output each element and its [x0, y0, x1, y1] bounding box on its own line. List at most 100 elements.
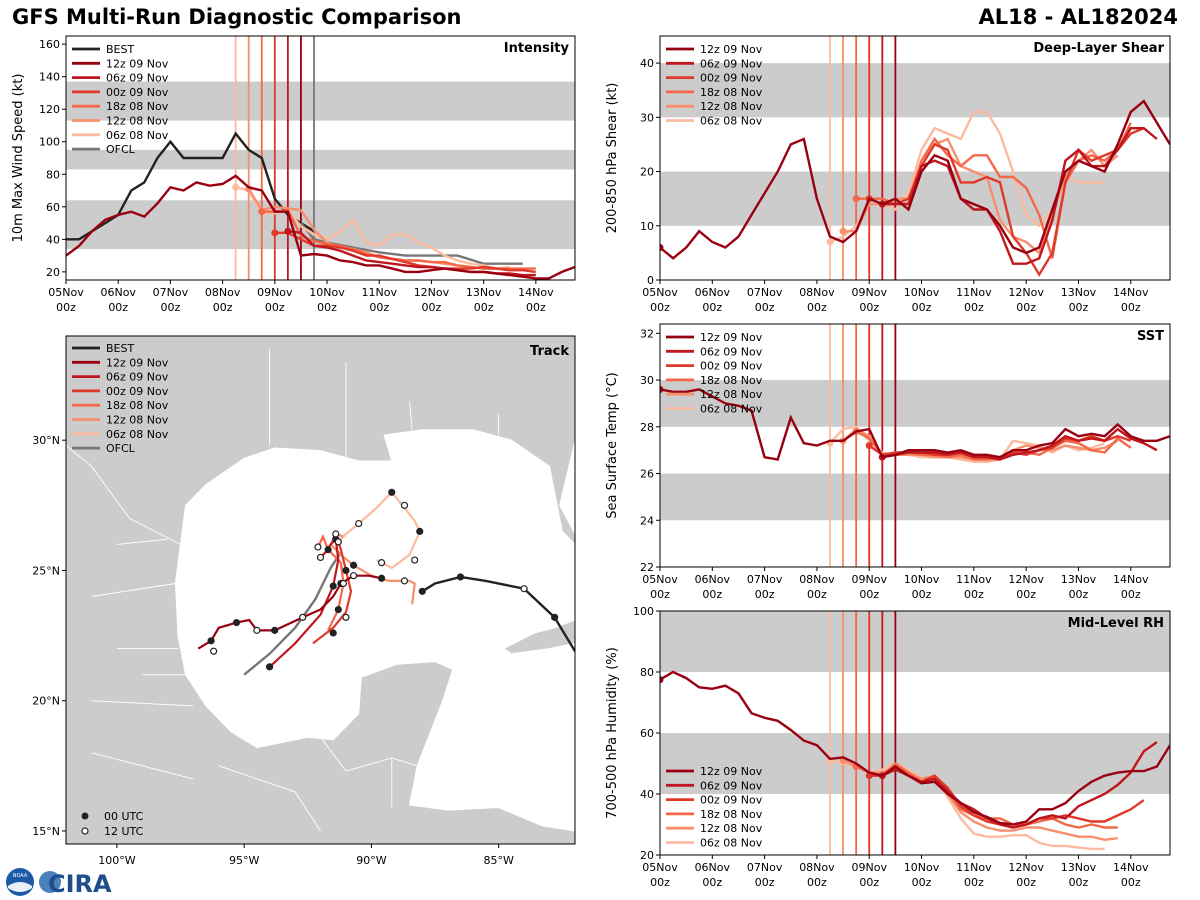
shear-xtick-sublabel: 00z: [964, 301, 984, 314]
track-xtick-label: 85°W: [483, 854, 513, 867]
track-legend-12utc-marker: [81, 827, 89, 835]
intensity-xtick-label: 09Nov: [257, 286, 293, 299]
track-12utc-marker: [332, 530, 340, 538]
track-legend-label: 12z 09 Nov: [106, 356, 169, 369]
intensity-xtick-label: 08Nov: [205, 286, 241, 299]
track-legend-00utc-marker: [81, 812, 89, 820]
intensity-legend-label: 06z 09 Nov: [106, 72, 169, 85]
shear-xtick-sublabel: 00z: [807, 301, 827, 314]
sst-plot-body: [660, 324, 1170, 567]
track-12utc-marker: [316, 553, 325, 562]
intensity-xtick-sublabel: 00z: [317, 301, 337, 314]
track-00utc-marker: [329, 629, 337, 637]
intensity-legend-label: BEST: [106, 43, 134, 56]
track-00utc-marker: [207, 637, 215, 645]
track-best-00utc-marker: [456, 573, 465, 581]
intensity-xtick-sublabel: 00z: [213, 301, 233, 314]
rh-ytick-label: 80: [640, 666, 654, 679]
shear-xtick-label: 10Nov: [904, 286, 940, 299]
rh-xtick-sublabel: 00z: [702, 876, 722, 889]
rh-xtick-label: 14Nov: [1113, 861, 1149, 874]
rh-legend-label: 12z 08 Nov: [700, 822, 763, 835]
sst-frame: [659, 323, 1171, 568]
track-12utc-marker: [210, 647, 218, 655]
sst-xtick-sublabel: 00z: [1069, 588, 1089, 601]
track-12utc-marker: [411, 556, 419, 564]
shear-xtick-label: 13Nov: [1061, 286, 1097, 299]
track-frame: [65, 335, 576, 845]
intensity-legend-label: 06z 08 Nov: [106, 129, 169, 142]
shear-legend-label: 00z 09 Nov: [700, 72, 763, 85]
shear-xtick-sublabel: 00z: [755, 301, 775, 314]
track-best-12utc-marker: [520, 585, 528, 593]
track-border: [320, 736, 418, 772]
rh-xtick-sublabel: 00z: [964, 876, 984, 889]
track-title: Track: [530, 344, 569, 359]
intensity-xtick-sublabel: 00z: [56, 301, 76, 314]
intensity-xtick-sublabel: 00z: [265, 301, 285, 314]
shear-legend-label: 18z 08 Nov: [700, 86, 763, 99]
track-ytick-label: 30°N: [32, 434, 60, 447]
intensity-xtick-label: 05Nov: [48, 286, 84, 299]
track-12utc-marker: [334, 538, 342, 546]
track-00utc-marker: [324, 546, 332, 554]
track-border: [409, 401, 413, 430]
track-border: [66, 445, 181, 545]
rh-ylabel: 700-500 hPa Humidity (%): [605, 647, 620, 819]
sst-ytick-label: 32: [640, 327, 654, 340]
intensity-xtick-label: 12Nov: [414, 286, 450, 299]
noaa-cira-logo: NOAA CIRA: [6, 868, 112, 898]
shear-xtick-label: 08Nov: [799, 286, 835, 299]
sst-shaded-band: [660, 380, 1170, 427]
intensity-ytick-label: 20: [46, 266, 60, 279]
shear-legend-label: 06z 08 Nov: [700, 115, 763, 128]
intensity-shaded-band: [66, 81, 575, 121]
sst-ylabel: Sea Surface Temp (°C): [605, 372, 620, 519]
track-00utc-marker: [416, 527, 424, 535]
intensity-xtick-sublabel: 00z: [526, 301, 546, 314]
shear-xtick-label: 05Nov: [642, 286, 678, 299]
rh-xtick-sublabel: 00z: [912, 876, 932, 889]
shear-xtick-label: 12Nov: [1008, 286, 1044, 299]
intensity-frame: [65, 35, 576, 281]
intensity-shaded-band: [66, 149, 575, 170]
shear-xtick-sublabel: 00z: [1016, 301, 1036, 314]
track-12utc-marker: [400, 577, 409, 585]
shear-xtick-label: 11Nov: [956, 286, 992, 299]
shear-title: Deep-Layer Shear: [1033, 41, 1164, 56]
shear-xtick-sublabel: 00z: [702, 301, 722, 314]
rh-xtick-label: 05Nov: [642, 861, 678, 874]
intensity-xtick-sublabel: 00z: [474, 301, 494, 314]
sst-run-line: [882, 427, 1158, 461]
noaa-logo-text: NOAA: [13, 873, 28, 879]
rh-xtick-label: 08Nov: [799, 861, 835, 874]
intensity-xtick-label: 13Nov: [466, 286, 502, 299]
shear-legend-label: 06z 09 Nov: [700, 57, 763, 70]
intensity-ytick-label: 160: [39, 38, 60, 51]
sst-xtick-sublabel: 00z: [807, 588, 827, 601]
sst-xtick-label: 10Nov: [904, 573, 940, 586]
rh-run-line: [660, 670, 1170, 826]
sst-xtick-sublabel: 00z: [912, 588, 932, 601]
rh-xtick-sublabel: 00z: [859, 876, 879, 889]
shear-xtick-label: 06Nov: [695, 286, 731, 299]
track-legend-label: 12z 08 Nov: [106, 414, 169, 427]
track-ytick-label: 15°N: [32, 825, 60, 838]
track-00utc-marker: [232, 618, 241, 627]
sst-xtick-label: 11Nov: [956, 573, 992, 586]
sst-legend-label: 00z 09 Nov: [700, 360, 763, 373]
sst-ytick-label: 22: [640, 561, 654, 574]
shear-legend-label: 12z 09 Nov: [700, 43, 763, 56]
track-legend-12utc-label: 12 UTC: [104, 825, 144, 838]
rh-legend-label: 06z 09 Nov: [700, 779, 763, 792]
rh-xtick-label: 06Nov: [695, 861, 731, 874]
sst-legend-label: 06z 09 Nov: [700, 345, 763, 358]
track-map-body: [66, 336, 575, 844]
track-border: [91, 583, 176, 597]
track-border: [116, 538, 168, 545]
intensity-xtick-sublabel: 00z: [161, 301, 181, 314]
sst-xtick-sublabel: 00z: [1121, 588, 1141, 601]
